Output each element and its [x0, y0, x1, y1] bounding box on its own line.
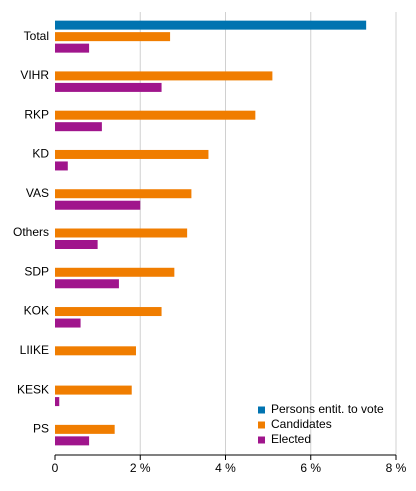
bar: [55, 307, 162, 317]
x-tick-label: 6 %: [300, 461, 321, 475]
bar: [55, 424, 115, 434]
y-tick-label: KOK: [24, 304, 49, 318]
bar: [55, 189, 192, 199]
legend-swatch: [258, 421, 265, 429]
x-tick-label: 8 %: [386, 461, 407, 475]
x-tick-label: 4 %: [215, 461, 236, 475]
bar: [55, 318, 81, 328]
bar: [55, 228, 188, 238]
bar: [55, 240, 98, 249]
legend-swatch: [258, 436, 265, 444]
bar: [55, 436, 90, 446]
bar: [55, 397, 60, 407]
bar: [55, 32, 171, 42]
legend-swatch: [258, 406, 265, 414]
bar: [55, 346, 136, 356]
x-tick-label: 0: [52, 461, 59, 475]
bar: [55, 20, 367, 30]
bar: [55, 149, 209, 159]
y-tick-label: KESK: [17, 382, 49, 396]
y-tick-label: VIHR: [20, 68, 49, 82]
bar: [55, 385, 132, 395]
bar: [55, 267, 175, 277]
y-tick-label: KD: [32, 147, 49, 161]
bar: [55, 122, 102, 132]
y-tick-label: Others: [13, 225, 49, 239]
bar: [55, 279, 119, 289]
bar: [55, 110, 256, 120]
bar: [55, 71, 273, 81]
y-tick-label: VAS: [26, 186, 49, 200]
bar: [55, 161, 68, 171]
x-tick-label: 2 %: [130, 461, 151, 475]
y-tick-label: LIIKE: [20, 343, 49, 357]
y-tick-label: Total: [24, 29, 49, 43]
bar: [55, 82, 162, 92]
y-tick-label: PS: [33, 422, 49, 436]
legend-label: Persons entit. to vote: [271, 402, 384, 416]
bar: [55, 43, 90, 53]
y-tick-label: RKP: [24, 107, 49, 121]
y-tick-label: SDP: [24, 264, 49, 278]
legend-label: Elected: [271, 432, 311, 446]
legend-label: Candidates: [271, 417, 332, 431]
bar: [55, 200, 141, 210]
